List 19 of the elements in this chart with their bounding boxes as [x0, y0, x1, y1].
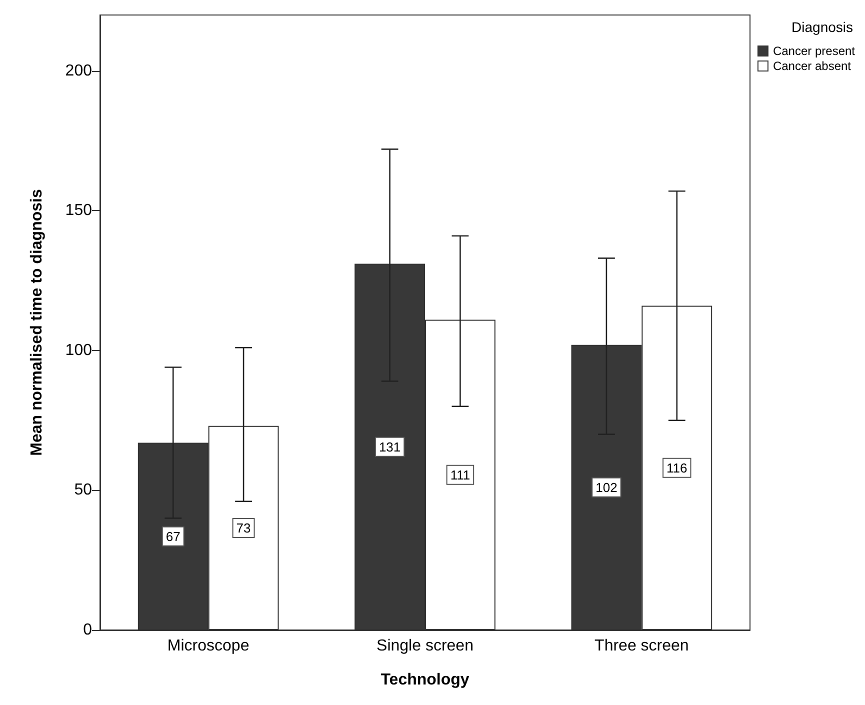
y-axis-title: Mean normalised time to diagnosis	[28, 189, 46, 456]
data-label: 73	[236, 520, 251, 536]
y-tick-label: 200	[65, 62, 92, 80]
x-tick-label: Three screen	[594, 638, 689, 654]
legend-title: Diagnosis	[792, 19, 854, 35]
y-tick-label: 50	[74, 482, 92, 499]
x-axis-title: Technology	[380, 672, 470, 688]
legend-label: Cancer present	[772, 44, 856, 58]
y-tick-label: 150	[65, 202, 92, 220]
legend-label: Cancer absent	[772, 59, 852, 73]
data-label: 102	[596, 480, 618, 495]
data-label: 131	[378, 439, 401, 454]
y-tick-label: 100	[65, 342, 92, 359]
data-label: 111	[450, 467, 470, 482]
y-tick-label: 0	[83, 622, 92, 638]
data-label: 67	[166, 528, 180, 544]
x-tick-label: Microscope	[167, 638, 250, 654]
x-tick-label: Single screen	[376, 638, 474, 654]
data-label: 116	[666, 460, 688, 476]
